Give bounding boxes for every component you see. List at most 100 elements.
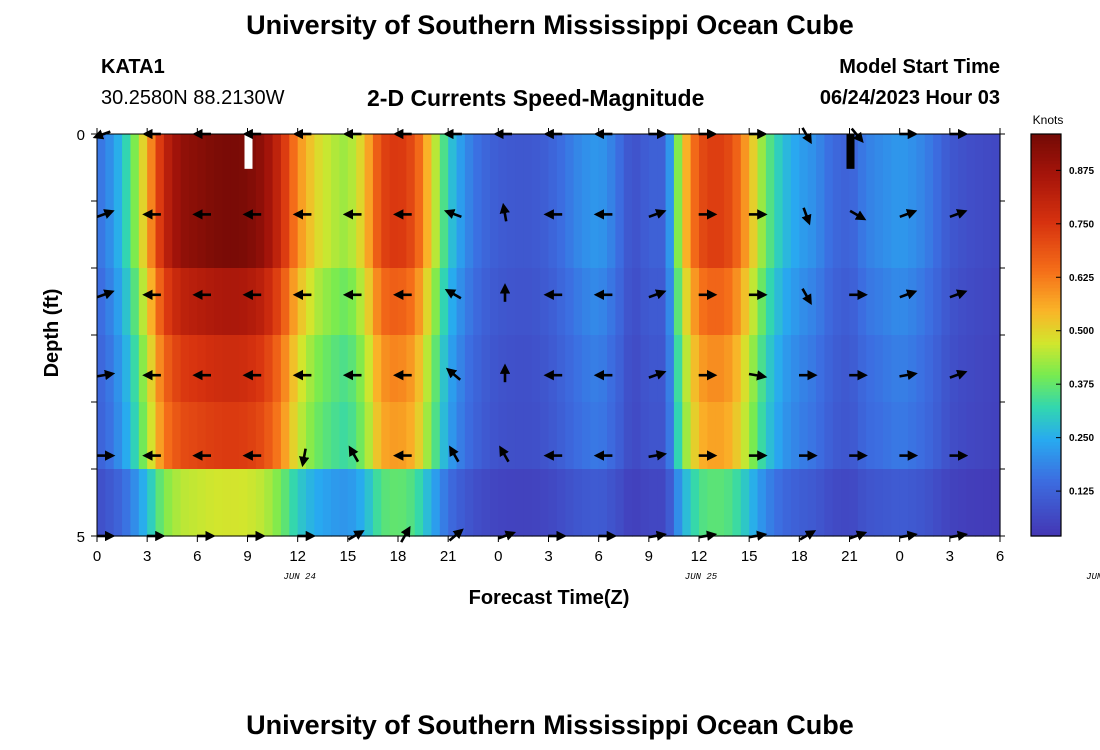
- date-label: JUN 26: [1086, 572, 1100, 582]
- heat-cell: [239, 134, 249, 202]
- heat-cell: [163, 268, 173, 336]
- colorbar-swatch: [1031, 375, 1061, 380]
- heat-cell: [908, 402, 917, 470]
- heat-cell: [489, 402, 499, 470]
- heat-cell: [782, 268, 792, 336]
- heat-cell: [916, 134, 926, 202]
- heat-cell: [916, 201, 926, 269]
- heat-cell: [448, 469, 458, 537]
- heat-cell: [314, 201, 324, 269]
- colorbar-swatch: [1031, 160, 1061, 165]
- heat-cell: [682, 402, 692, 470]
- masked-cell: [846, 134, 855, 169]
- heat-cell: [322, 469, 332, 537]
- colorbar-swatch: [1031, 234, 1061, 239]
- heat-cell: [531, 134, 541, 202]
- heat-cell: [556, 201, 566, 269]
- heat-cell: [456, 469, 466, 537]
- heat-cell: [673, 201, 683, 269]
- heat-cell: [347, 201, 357, 269]
- colorbar-swatch: [1031, 157, 1061, 162]
- heat-cell: [230, 469, 240, 537]
- heat-cell: [280, 268, 290, 336]
- heat-cell: [506, 402, 516, 470]
- heat-cell: [113, 402, 123, 470]
- heat-cell: [715, 268, 725, 336]
- heat-cell: [264, 201, 274, 269]
- heat-cell: [364, 134, 374, 202]
- heat-cell: [456, 268, 466, 336]
- heat-cell: [489, 469, 499, 537]
- heat-cell: [205, 134, 215, 202]
- colorbar-swatch: [1031, 351, 1061, 356]
- heat-cell: [172, 268, 182, 336]
- colorbar-swatch: [1031, 177, 1061, 182]
- heat-cell: [765, 469, 775, 537]
- heat-cell: [899, 402, 909, 470]
- heat-cell: [264, 335, 274, 403]
- current-arrow: [445, 367, 462, 381]
- heat-cell: [590, 402, 600, 470]
- colorbar-swatch: [1031, 144, 1061, 148]
- heat-cell: [632, 201, 642, 269]
- heat-cell: [832, 201, 842, 269]
- heat-cell: [506, 268, 516, 336]
- heat-cell: [297, 335, 307, 403]
- colorbar-swatch: [1031, 489, 1061, 494]
- heat-cell: [774, 469, 784, 537]
- heat-cell: [908, 335, 917, 403]
- heat-cell: [372, 268, 382, 336]
- heat-cell: [130, 134, 140, 202]
- heat-cell: [314, 469, 324, 537]
- heat-cell: [297, 201, 307, 269]
- colorbar-swatch: [1031, 492, 1061, 497]
- heat-cell: [565, 335, 575, 403]
- heat-cell: [364, 469, 374, 537]
- colorbar-swatch: [1031, 137, 1061, 142]
- colorbar-swatch: [1031, 388, 1061, 393]
- heat-cell: [506, 469, 516, 537]
- heat-cell: [590, 201, 600, 269]
- heat-cell: [598, 469, 608, 537]
- heat-cell: [264, 469, 274, 537]
- heat-cell: [983, 134, 993, 202]
- colorbar-swatch: [1031, 321, 1061, 326]
- heat-cell: [214, 268, 224, 336]
- heat-cell: [540, 134, 550, 202]
- heat-cell: [247, 335, 257, 403]
- heat-cell: [983, 335, 993, 403]
- heat-cell: [774, 335, 784, 403]
- heat-cell: [515, 134, 525, 202]
- heat-cell: [824, 402, 834, 470]
- heat-cell: [581, 402, 591, 470]
- colorbar-swatch: [1031, 278, 1061, 282]
- heat-cell: [924, 201, 934, 269]
- heat-cell: [841, 201, 851, 269]
- heat-cell: [824, 335, 834, 403]
- colorbar-swatch: [1031, 502, 1061, 507]
- heat-cell: [431, 134, 441, 202]
- heat-cell: [364, 268, 374, 336]
- heat-cell: [598, 335, 608, 403]
- heat-cell: [489, 268, 499, 336]
- heat-cell: [473, 402, 483, 470]
- heat-cell: [398, 469, 407, 537]
- heat-cell: [314, 134, 324, 202]
- heat-cell: [255, 402, 265, 470]
- heat-cell: [230, 335, 240, 403]
- heat-cell: [598, 268, 608, 336]
- heat-cell: [389, 402, 399, 470]
- heat-cell: [272, 402, 282, 470]
- colorbar-swatch: [1031, 355, 1061, 360]
- heat-cell: [673, 402, 683, 470]
- heat-cell: [272, 134, 282, 202]
- colorbar-swatch: [1031, 164, 1061, 169]
- heat-cell: [489, 335, 499, 403]
- heat-cell: [239, 335, 249, 403]
- heat-cell: [924, 134, 934, 202]
- heat-cell: [331, 268, 341, 336]
- heat-cell: [841, 335, 851, 403]
- heat-cell: [983, 469, 993, 537]
- colorbar-swatch: [1031, 288, 1061, 293]
- heat-cell: [966, 402, 976, 470]
